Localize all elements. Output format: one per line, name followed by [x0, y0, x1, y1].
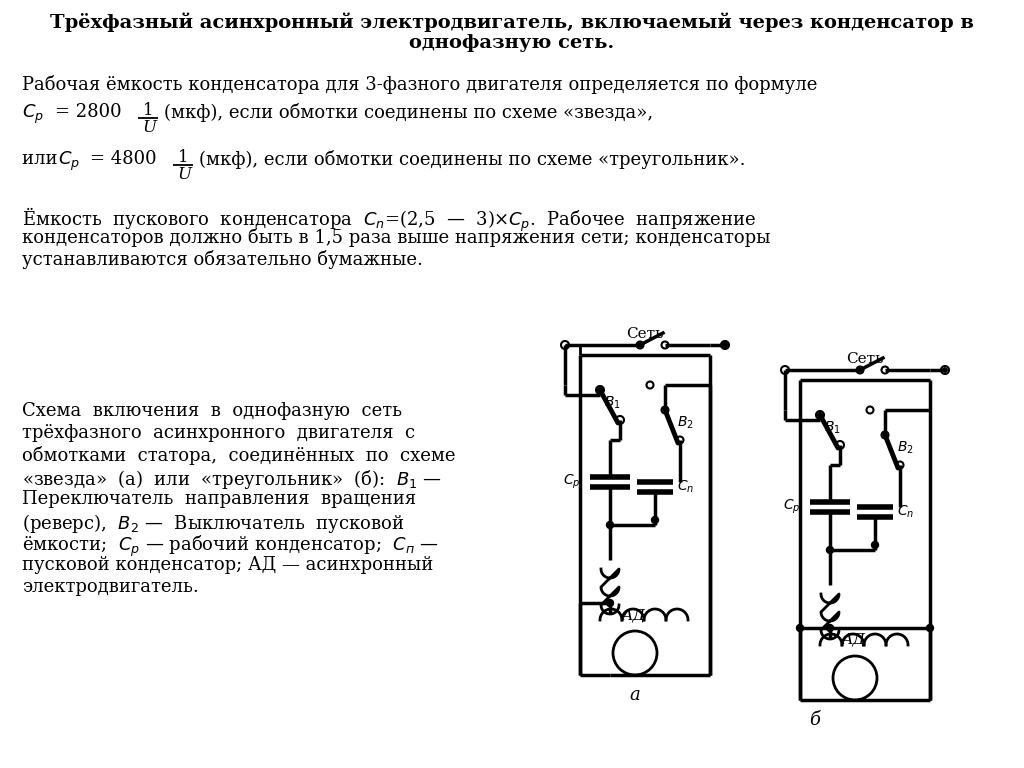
Circle shape	[722, 342, 728, 348]
Text: или: или	[22, 150, 63, 168]
Text: $B_1$: $B_1$	[604, 395, 621, 412]
Text: Ёмкость  пускового  конденсатора  $C_n$=(2,5  —  3)×$C_p$.  Рабочее  напряжение: Ёмкость пускового конденсатора $C_n$=(2,…	[22, 206, 757, 234]
Circle shape	[858, 368, 862, 372]
Text: ёмкости;  $C_p$ — рабочий конденсатор;  $C_п$ —: ёмкости; $C_p$ — рабочий конденсатор; $C…	[22, 534, 439, 559]
Circle shape	[651, 517, 658, 524]
Text: = 2800: = 2800	[55, 103, 122, 121]
Text: «звезда»  (а)  или  «треугольник»  (б):  $B_1$ —: «звезда» (а) или «треугольник» (б): $B_1…	[22, 468, 441, 491]
Text: U: U	[142, 119, 156, 136]
Text: $B_1$: $B_1$	[824, 420, 841, 436]
Text: обмотками  статора,  соединённых  по  схеме: обмотками статора, соединённых по схеме	[22, 446, 456, 465]
Circle shape	[723, 343, 727, 347]
Text: Сеть: Сеть	[846, 352, 884, 366]
Text: Сеть: Сеть	[627, 327, 664, 341]
Text: (реверс),  $B_2$ —  Выключатель  пусковой: (реверс), $B_2$ — Выключатель пусковой	[22, 512, 404, 535]
Text: АД: АД	[842, 633, 866, 647]
Text: (мкф), если обмотки соединены по схеме «звезда»,: (мкф), если обмотки соединены по схеме «…	[164, 103, 653, 122]
Circle shape	[606, 600, 613, 607]
Text: электродвигатель.: электродвигатель.	[22, 578, 199, 596]
Text: Схема  включения  в  однофазную  сеть: Схема включения в однофазную сеть	[22, 402, 402, 420]
Circle shape	[597, 388, 602, 392]
Circle shape	[883, 433, 887, 437]
Circle shape	[817, 412, 822, 418]
Text: $C_p$: $C_p$	[58, 150, 80, 174]
Text: (мкф), если обмотки соединены по схеме «треугольник».: (мкф), если обмотки соединены по схеме «…	[199, 150, 745, 169]
Text: $C_p$: $C_p$	[562, 473, 580, 492]
Text: устанавливаются обязательно бумажные.: устанавливаются обязательно бумажные.	[22, 250, 423, 269]
Text: U: U	[177, 166, 191, 183]
Text: $C_n$: $C_n$	[677, 478, 694, 495]
Circle shape	[638, 343, 642, 347]
Circle shape	[871, 541, 879, 548]
Text: б: б	[810, 711, 820, 729]
Circle shape	[797, 624, 804, 631]
Text: трёхфазного  асинхронного  двигателя  с: трёхфазного асинхронного двигателя с	[22, 424, 415, 442]
Text: а: а	[630, 686, 640, 704]
Circle shape	[663, 408, 667, 412]
Text: $B_2$: $B_2$	[677, 415, 693, 432]
Text: 1: 1	[143, 102, 154, 119]
Text: $C_n$: $C_n$	[897, 504, 914, 520]
Circle shape	[943, 368, 947, 372]
Circle shape	[826, 547, 834, 554]
Text: Рабочая ёмкость конденсатора для 3-фазного двигателя определяется по формуле: Рабочая ёмкость конденсатора для 3-фазно…	[22, 75, 817, 94]
Text: $C_p$: $C_p$	[22, 103, 44, 126]
Circle shape	[927, 624, 934, 631]
Circle shape	[606, 521, 613, 528]
Circle shape	[943, 368, 947, 372]
Text: $C_p$: $C_p$	[782, 498, 800, 516]
Text: Трёхфазный асинхронный электродвигатель, включаемый через конденсатор в: Трёхфазный асинхронный электродвигатель,…	[50, 12, 974, 31]
Text: АД: АД	[622, 608, 646, 622]
Text: Переключатель  направления  вращения: Переключатель направления вращения	[22, 490, 416, 508]
Text: = 4800: = 4800	[90, 150, 157, 168]
Text: однофазную сеть.: однофазную сеть.	[410, 34, 614, 52]
Text: конденсаторов должно быть в 1,5 раза выше напряжения сети; конденсаторы: конденсаторов должно быть в 1,5 раза выш…	[22, 228, 770, 247]
Text: 1: 1	[178, 149, 188, 166]
Text: $B_2$: $B_2$	[897, 440, 913, 456]
Circle shape	[826, 624, 834, 631]
Text: пусковой конденсатор; АД — асинхронный: пусковой конденсатор; АД — асинхронный	[22, 556, 433, 574]
